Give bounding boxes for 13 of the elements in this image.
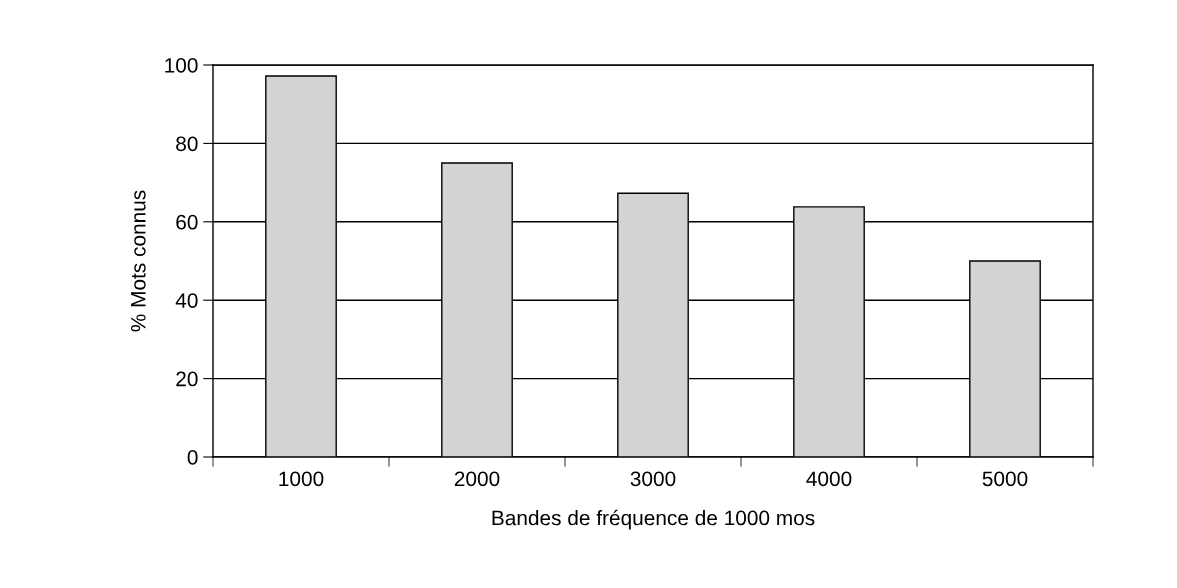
y-tick-label: 40 [175,293,198,308]
x-tick-label: 3000 [630,471,676,487]
y-tick-label: 0 [187,450,198,465]
y-tick-label: 100 [165,58,198,73]
x-axis-title: Bandes de fréquence de 1000 mos [492,509,815,530]
x-tick-label: 5000 [982,471,1028,487]
y-axis-title: % Mots connus [130,190,146,332]
y-tick-label: 80 [176,136,198,152]
y-tick-label: 60 [176,214,198,230]
x-tick-label: 2000 [454,471,500,487]
x-tick-label: 1000 [279,471,324,487]
y-tick-label: 20 [176,371,198,387]
x-tick-label: 4000 [806,471,852,487]
